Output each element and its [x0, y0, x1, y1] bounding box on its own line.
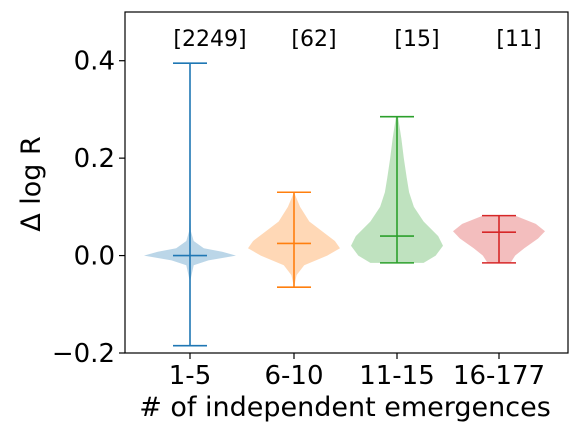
- y-axis: −0.2 0.0 0.2 0.4: [52, 47, 125, 369]
- count-label-11-15: [15]: [394, 27, 439, 52]
- violin-layer: [2249] [62] [15] [11]: [144, 27, 545, 347]
- x-tick-label: 11-15: [359, 361, 435, 391]
- y-axis-label: Δ log R: [16, 136, 47, 232]
- y-tick-label: 0.0: [74, 242, 115, 272]
- y-tick-label: 0.4: [74, 47, 115, 77]
- y-tick-label: 0.2: [74, 144, 115, 174]
- x-tick-label: 6-10: [264, 361, 323, 391]
- count-label-6-10: [62]: [291, 27, 336, 52]
- count-label-16-177: [11]: [496, 27, 541, 52]
- x-axis-label: # of independent emergences: [139, 392, 551, 423]
- x-tick-label: 16-177: [453, 361, 545, 391]
- y-tick-label: −0.2: [52, 339, 115, 369]
- plot-frame: [124, 11, 569, 354]
- count-label-1-5: [2249]: [173, 27, 246, 52]
- x-tick-label: 1-5: [169, 361, 211, 391]
- x-axis: 1-5 6-10 11-15 16-177: [169, 353, 545, 391]
